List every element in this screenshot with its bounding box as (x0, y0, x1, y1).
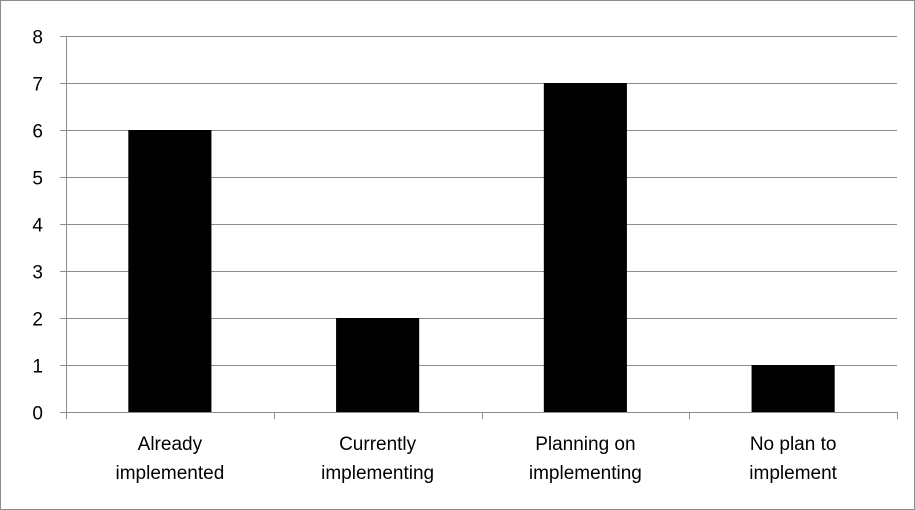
y-tick-labels: 0 1 2 3 4 5 6 7 8 (32, 28, 43, 425)
x-category-label: implement (749, 463, 837, 484)
y-tick-label: 6 (32, 122, 43, 143)
bar (128, 130, 212, 412)
y-tick-label: 0 (32, 404, 43, 425)
x-category-label: No plan to (750, 434, 837, 455)
y-tick-label: 4 (32, 216, 43, 237)
y-tick-label: 8 (32, 28, 43, 49)
bar (543, 83, 627, 412)
y-tick-label: 3 (32, 263, 43, 284)
y-tick-label: 5 (32, 169, 43, 190)
axes (60, 36, 898, 419)
x-category-labels: Already implemented Currently implementing P… (115, 434, 837, 484)
x-category-label: implementing (321, 463, 434, 484)
x-category-label: Planning on (535, 434, 635, 455)
x-category-label: Currently (339, 434, 417, 455)
bars (128, 83, 835, 412)
x-category-label: Already (138, 434, 203, 455)
bar (336, 318, 420, 412)
bar (751, 365, 835, 412)
x-category-label: implemented (115, 463, 224, 484)
x-category-label: implementing (529, 463, 642, 484)
y-tick-label: 2 (32, 310, 43, 331)
y-tick-label: 7 (32, 75, 43, 96)
y-tick-label: 1 (32, 357, 43, 378)
